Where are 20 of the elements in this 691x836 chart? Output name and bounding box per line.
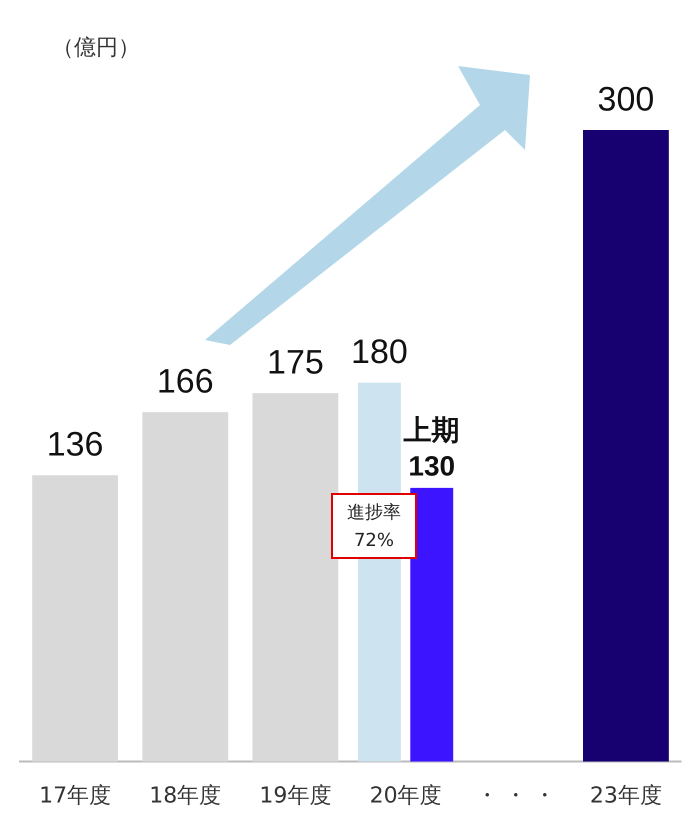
x-tick-label: 17年度 (39, 784, 112, 809)
series-label: 上期 (402, 414, 460, 446)
x-tick-label: 19年度 (259, 784, 332, 809)
bar (252, 393, 338, 762)
data-label: 130 (408, 450, 456, 482)
bar (583, 130, 669, 762)
x-tick-label: 18年度 (149, 784, 222, 809)
data-label: 180 (351, 333, 408, 372)
bar (32, 475, 118, 762)
data-label: 136 (46, 426, 104, 464)
bar (410, 488, 454, 762)
x-tick-label: 23年度 (590, 784, 662, 809)
data-label: 166 (156, 362, 214, 400)
data-label: 300 (598, 80, 654, 118)
annotation: 進捗率 72% (331, 493, 417, 559)
bar (142, 412, 228, 762)
x-tick-label: 20年度 (370, 784, 442, 809)
data-label: 175 (267, 344, 324, 382)
y-axis-title: （億円） (52, 36, 140, 61)
x-tick-label: ・ ・ ・ (476, 784, 556, 809)
